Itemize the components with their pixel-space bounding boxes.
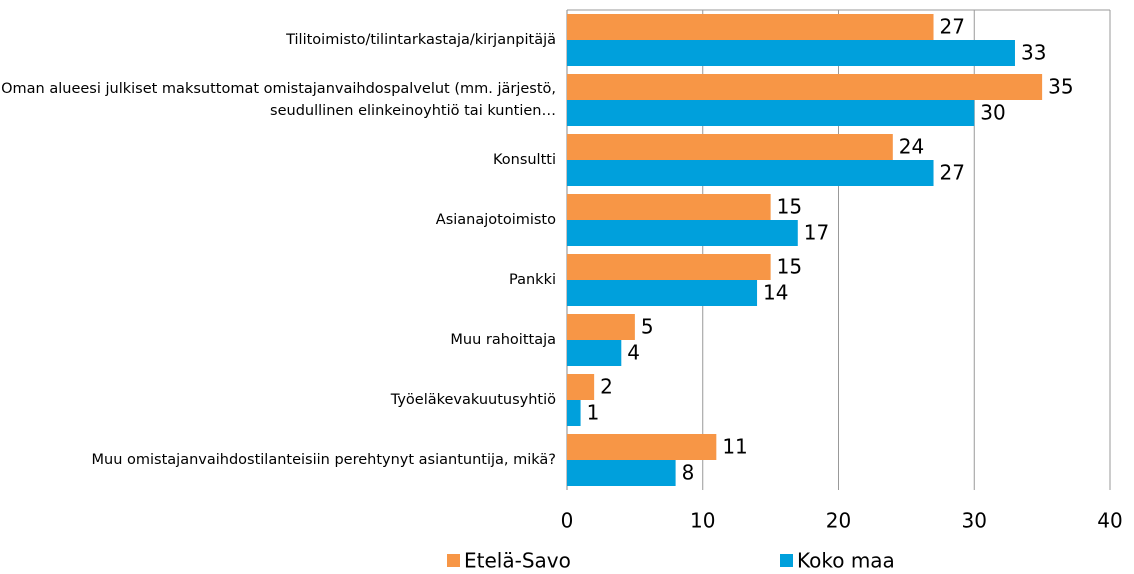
data-label: 24 (899, 135, 924, 159)
bar (567, 74, 1043, 100)
category-label: Oman alueesi julkiset maksuttomat omista… (1, 81, 556, 119)
bar (567, 460, 676, 486)
bar (567, 100, 975, 126)
x-tick-label: 40 (1097, 509, 1122, 533)
data-label: 1 (587, 401, 600, 425)
data-label: 15 (777, 255, 802, 279)
data-label: 30 (980, 101, 1005, 125)
data-label: 35 (1048, 75, 1073, 99)
data-label: 14 (763, 281, 788, 305)
bar (567, 374, 595, 400)
category-label: Pankki (509, 272, 556, 288)
category-label: Työeläkevakuutusyhtiö (390, 392, 556, 408)
legend-swatch (780, 554, 793, 567)
category-label: Muu omistajanvaihdostilanteisiin perehty… (91, 452, 556, 468)
data-label: 15 (777, 195, 802, 219)
bar (567, 254, 771, 280)
data-label: 27 (940, 161, 965, 185)
bar (567, 194, 771, 220)
legend-swatch (447, 554, 460, 567)
bar (567, 14, 934, 40)
bar (567, 314, 635, 340)
bar (567, 220, 798, 246)
bar (567, 40, 1015, 66)
data-label: 8 (682, 461, 695, 485)
category-label: Konsultti (492, 152, 556, 168)
bar (567, 280, 758, 306)
data-label: 2 (600, 375, 613, 399)
x-tick-label: 20 (826, 509, 851, 533)
category-label: Tilitoimisto/tilintarkastaja/kirjanpitäj… (286, 32, 556, 48)
category-label: Asianajotoimisto (435, 212, 556, 228)
x-tick-label: 30 (962, 509, 987, 533)
bar (567, 160, 934, 186)
data-label: 5 (641, 315, 654, 339)
category-label: Muu rahoittaja (450, 332, 556, 348)
bar (567, 340, 622, 366)
data-label: 27 (940, 15, 965, 39)
legend-label: Koko maa (797, 549, 895, 573)
bar (567, 400, 581, 426)
data-label: 33 (1021, 41, 1046, 65)
x-tick-label: 10 (690, 509, 715, 533)
data-label: 17 (804, 221, 829, 245)
data-label: 4 (627, 341, 640, 365)
bar (567, 434, 717, 460)
x-tick-label: 0 (561, 509, 574, 533)
bar (567, 134, 893, 160)
legend-label: Etelä-Savo (464, 549, 571, 573)
data-label: 11 (722, 435, 747, 459)
